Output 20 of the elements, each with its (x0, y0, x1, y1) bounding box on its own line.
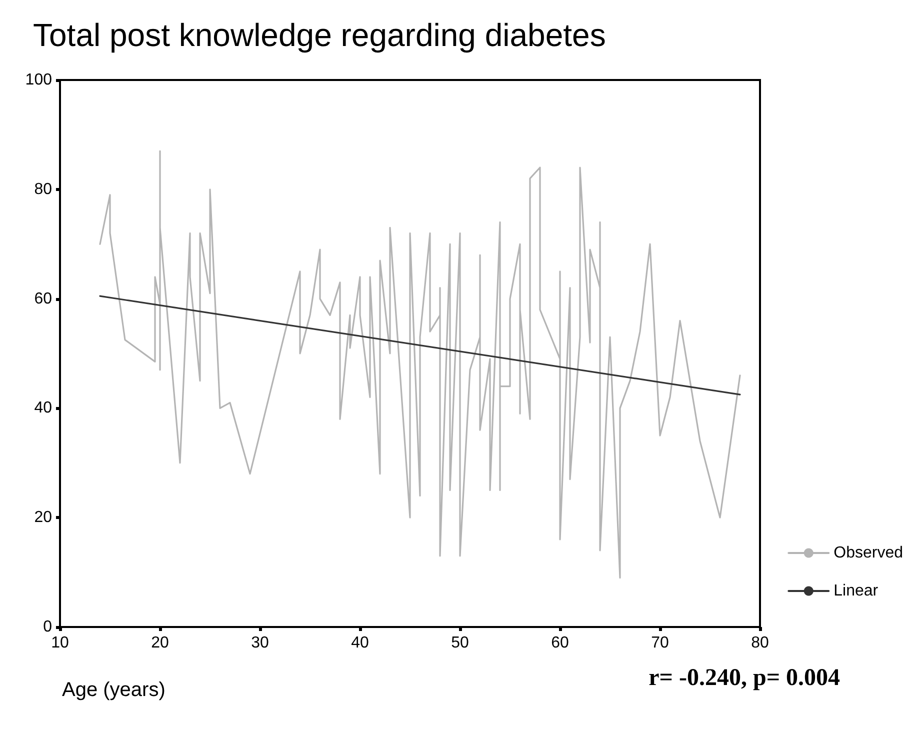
y-tick-label: 100 (25, 72, 52, 88)
y-tick-label: 60 (34, 290, 52, 308)
legend-label: Linear (834, 582, 879, 600)
x-tick-label: 50 (451, 634, 469, 652)
chart-title: Total post knowledge regarding diabetes (33, 17, 606, 53)
x-tick-label: 60 (551, 634, 569, 652)
x-tick-label: 40 (351, 634, 369, 652)
x-tick-label: 30 (251, 634, 269, 652)
y-tick-label: 20 (34, 509, 52, 526)
x-tick-label: 20 (151, 634, 169, 652)
x-tick-label: 70 (651, 634, 669, 652)
x-axis-title: Age (years) (62, 679, 166, 701)
x-tick-label: 80 (751, 634, 769, 652)
y-tick-label: 0 (43, 618, 52, 636)
y-tick-label: 40 (34, 400, 52, 417)
line-series (99, 150, 741, 579)
legend-label: Observed (834, 544, 904, 562)
y-tick-label: 80 (34, 180, 52, 198)
x-tick-label: 10 (51, 634, 69, 652)
text: r= -0.240, p= 0.004 (648, 665, 840, 691)
